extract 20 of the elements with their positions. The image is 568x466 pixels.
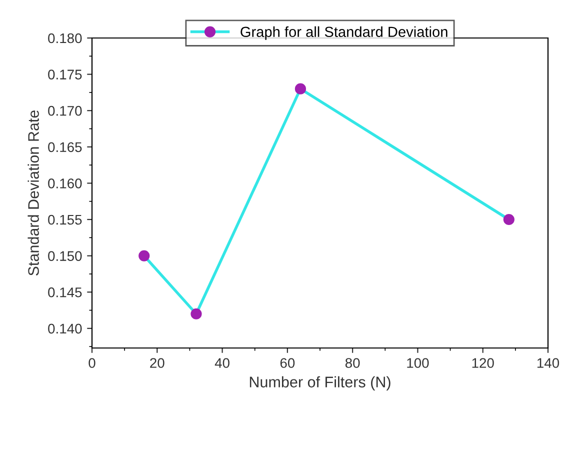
x-tick-label: 140 bbox=[537, 358, 560, 368]
x-tick-label: 40 bbox=[214, 358, 230, 368]
x-tick-label: 60 bbox=[280, 358, 295, 368]
x-tick-label: 80 bbox=[345, 358, 360, 368]
y-tick-label: 0.155 bbox=[48, 214, 82, 225]
x-tick-label: 100 bbox=[407, 358, 429, 368]
y-tick-label: 0.180 bbox=[48, 33, 82, 44]
legend-label: Graph for all Standard Deviation bbox=[240, 26, 448, 40]
x-tick-label: 20 bbox=[150, 358, 164, 368]
y-tick-label: 0.140 bbox=[48, 324, 82, 334]
y-tick-label: 0.165 bbox=[48, 142, 82, 152]
y-tick-label: 0.175 bbox=[48, 70, 82, 80]
y-tick-label: 0.150 bbox=[48, 251, 82, 261]
x-tick-label: 0 bbox=[88, 358, 96, 368]
y-axis-title: Standard Deviation Rate bbox=[28, 110, 39, 276]
y-tick-label: 0.160 bbox=[48, 178, 82, 188]
x-axis-title: Number of Filters (N) bbox=[250, 376, 390, 390]
y-tick-label: 0.145 bbox=[48, 287, 82, 298]
x-tick-label: 120 bbox=[472, 358, 494, 368]
y-tick-label: 0.170 bbox=[48, 106, 82, 116]
